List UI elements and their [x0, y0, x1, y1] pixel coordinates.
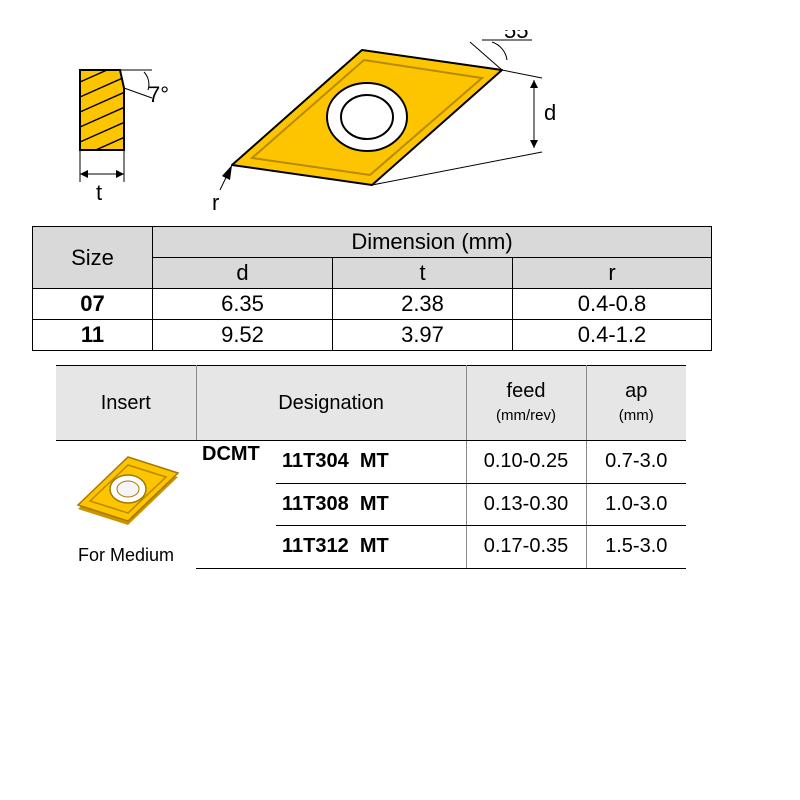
corner-angle-label: 55°	[504, 30, 537, 43]
dim-col-d: d	[153, 258, 333, 289]
ins-header-ap: ap (mm)	[586, 366, 686, 441]
side-view-svg: 7° t	[52, 60, 182, 210]
dim-col-r: r	[513, 258, 712, 289]
insert-image-cell: For Medium	[56, 441, 196, 569]
insert-icon	[66, 447, 186, 537]
insert-caption: For Medium	[62, 545, 190, 566]
dim-row: 11 9.52 3.97 0.4-1.2	[33, 320, 712, 351]
ins-header-insert: Insert	[56, 366, 196, 441]
t-label: t	[96, 180, 102, 205]
ins-header-designation: Designation	[196, 366, 466, 441]
designation-code: 11T312 MT	[276, 526, 466, 569]
designation-code: 11T308 MT	[276, 483, 466, 526]
top-view-svg: 55° d r	[192, 30, 572, 220]
relief-angle-label: 7°	[148, 82, 169, 107]
insert-table: Insert Designation feed (mm/rev) ap (mm)	[56, 365, 686, 569]
r-label: r	[212, 190, 219, 215]
technical-diagram: 7° t 55°	[32, 30, 772, 220]
designation-code: 11T304 MT	[276, 441, 466, 484]
designation-prefix: DCMT	[196, 441, 276, 569]
d-label: d	[544, 100, 556, 125]
dimension-table: Size Dimension (mm) d t r 07 6.35 2.38 0…	[32, 226, 712, 351]
dim-col-t: t	[333, 258, 513, 289]
dim-header-size: Size	[33, 227, 153, 289]
ins-header-feed: feed (mm/rev)	[466, 366, 586, 441]
dim-row: 07 6.35 2.38 0.4-0.8	[33, 289, 712, 320]
dim-header-dimension: Dimension (mm)	[153, 227, 712, 258]
